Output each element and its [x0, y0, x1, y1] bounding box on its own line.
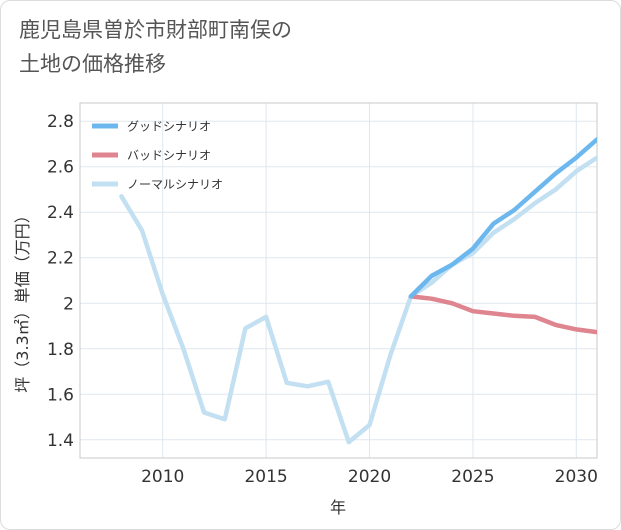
y-tick-label: 1.8 [47, 340, 74, 360]
legend-label: ノーマルシナリオ [127, 178, 223, 192]
legend-label: バッドシナリオ [127, 149, 211, 163]
y-tick-label: 2.8 [47, 112, 74, 132]
chart-title: 鹿児島県曽於市財部町南俣の 土地の価格推移 [19, 13, 439, 81]
series-layer [119, 137, 597, 445]
x-tick-label: 2030 [555, 467, 598, 487]
y-tick-label: 2.2 [47, 249, 74, 269]
y-tick-label: 2.4 [47, 203, 74, 223]
x-tick-label: 2025 [451, 467, 494, 487]
series-line-1 [408, 137, 597, 299]
x-tick-label: 2015 [244, 467, 287, 487]
y-tick-label: 1.4 [47, 431, 74, 451]
y-axis-title: 坪（3.3㎡）単価（万円） [13, 207, 32, 392]
series-line-3 [119, 155, 597, 445]
y-tick-label: 2.6 [47, 158, 74, 178]
y-tick-label: 1.6 [47, 385, 74, 405]
x-tick-label: 2010 [141, 467, 184, 487]
y-tick-label: 2 [63, 294, 74, 314]
chart-title-line-2: 土地の価格推移 [19, 52, 166, 76]
plot-area-frame [79, 102, 598, 459]
x-axis-ticks: 2010 2015 2020 2025 2030 [141, 467, 598, 487]
x-axis-title: 年 [330, 498, 346, 517]
x-tick-label: 2020 [348, 467, 391, 487]
y-axis-ticks: 1.4 1.6 1.8 2 2.2 2.4 2.6 2.8 [47, 112, 74, 451]
legend-label: グッドシナリオ [127, 120, 211, 134]
series-line-2 [408, 294, 597, 335]
chart-title-line-1: 鹿児島県曽於市財部町南俣の [19, 18, 292, 42]
